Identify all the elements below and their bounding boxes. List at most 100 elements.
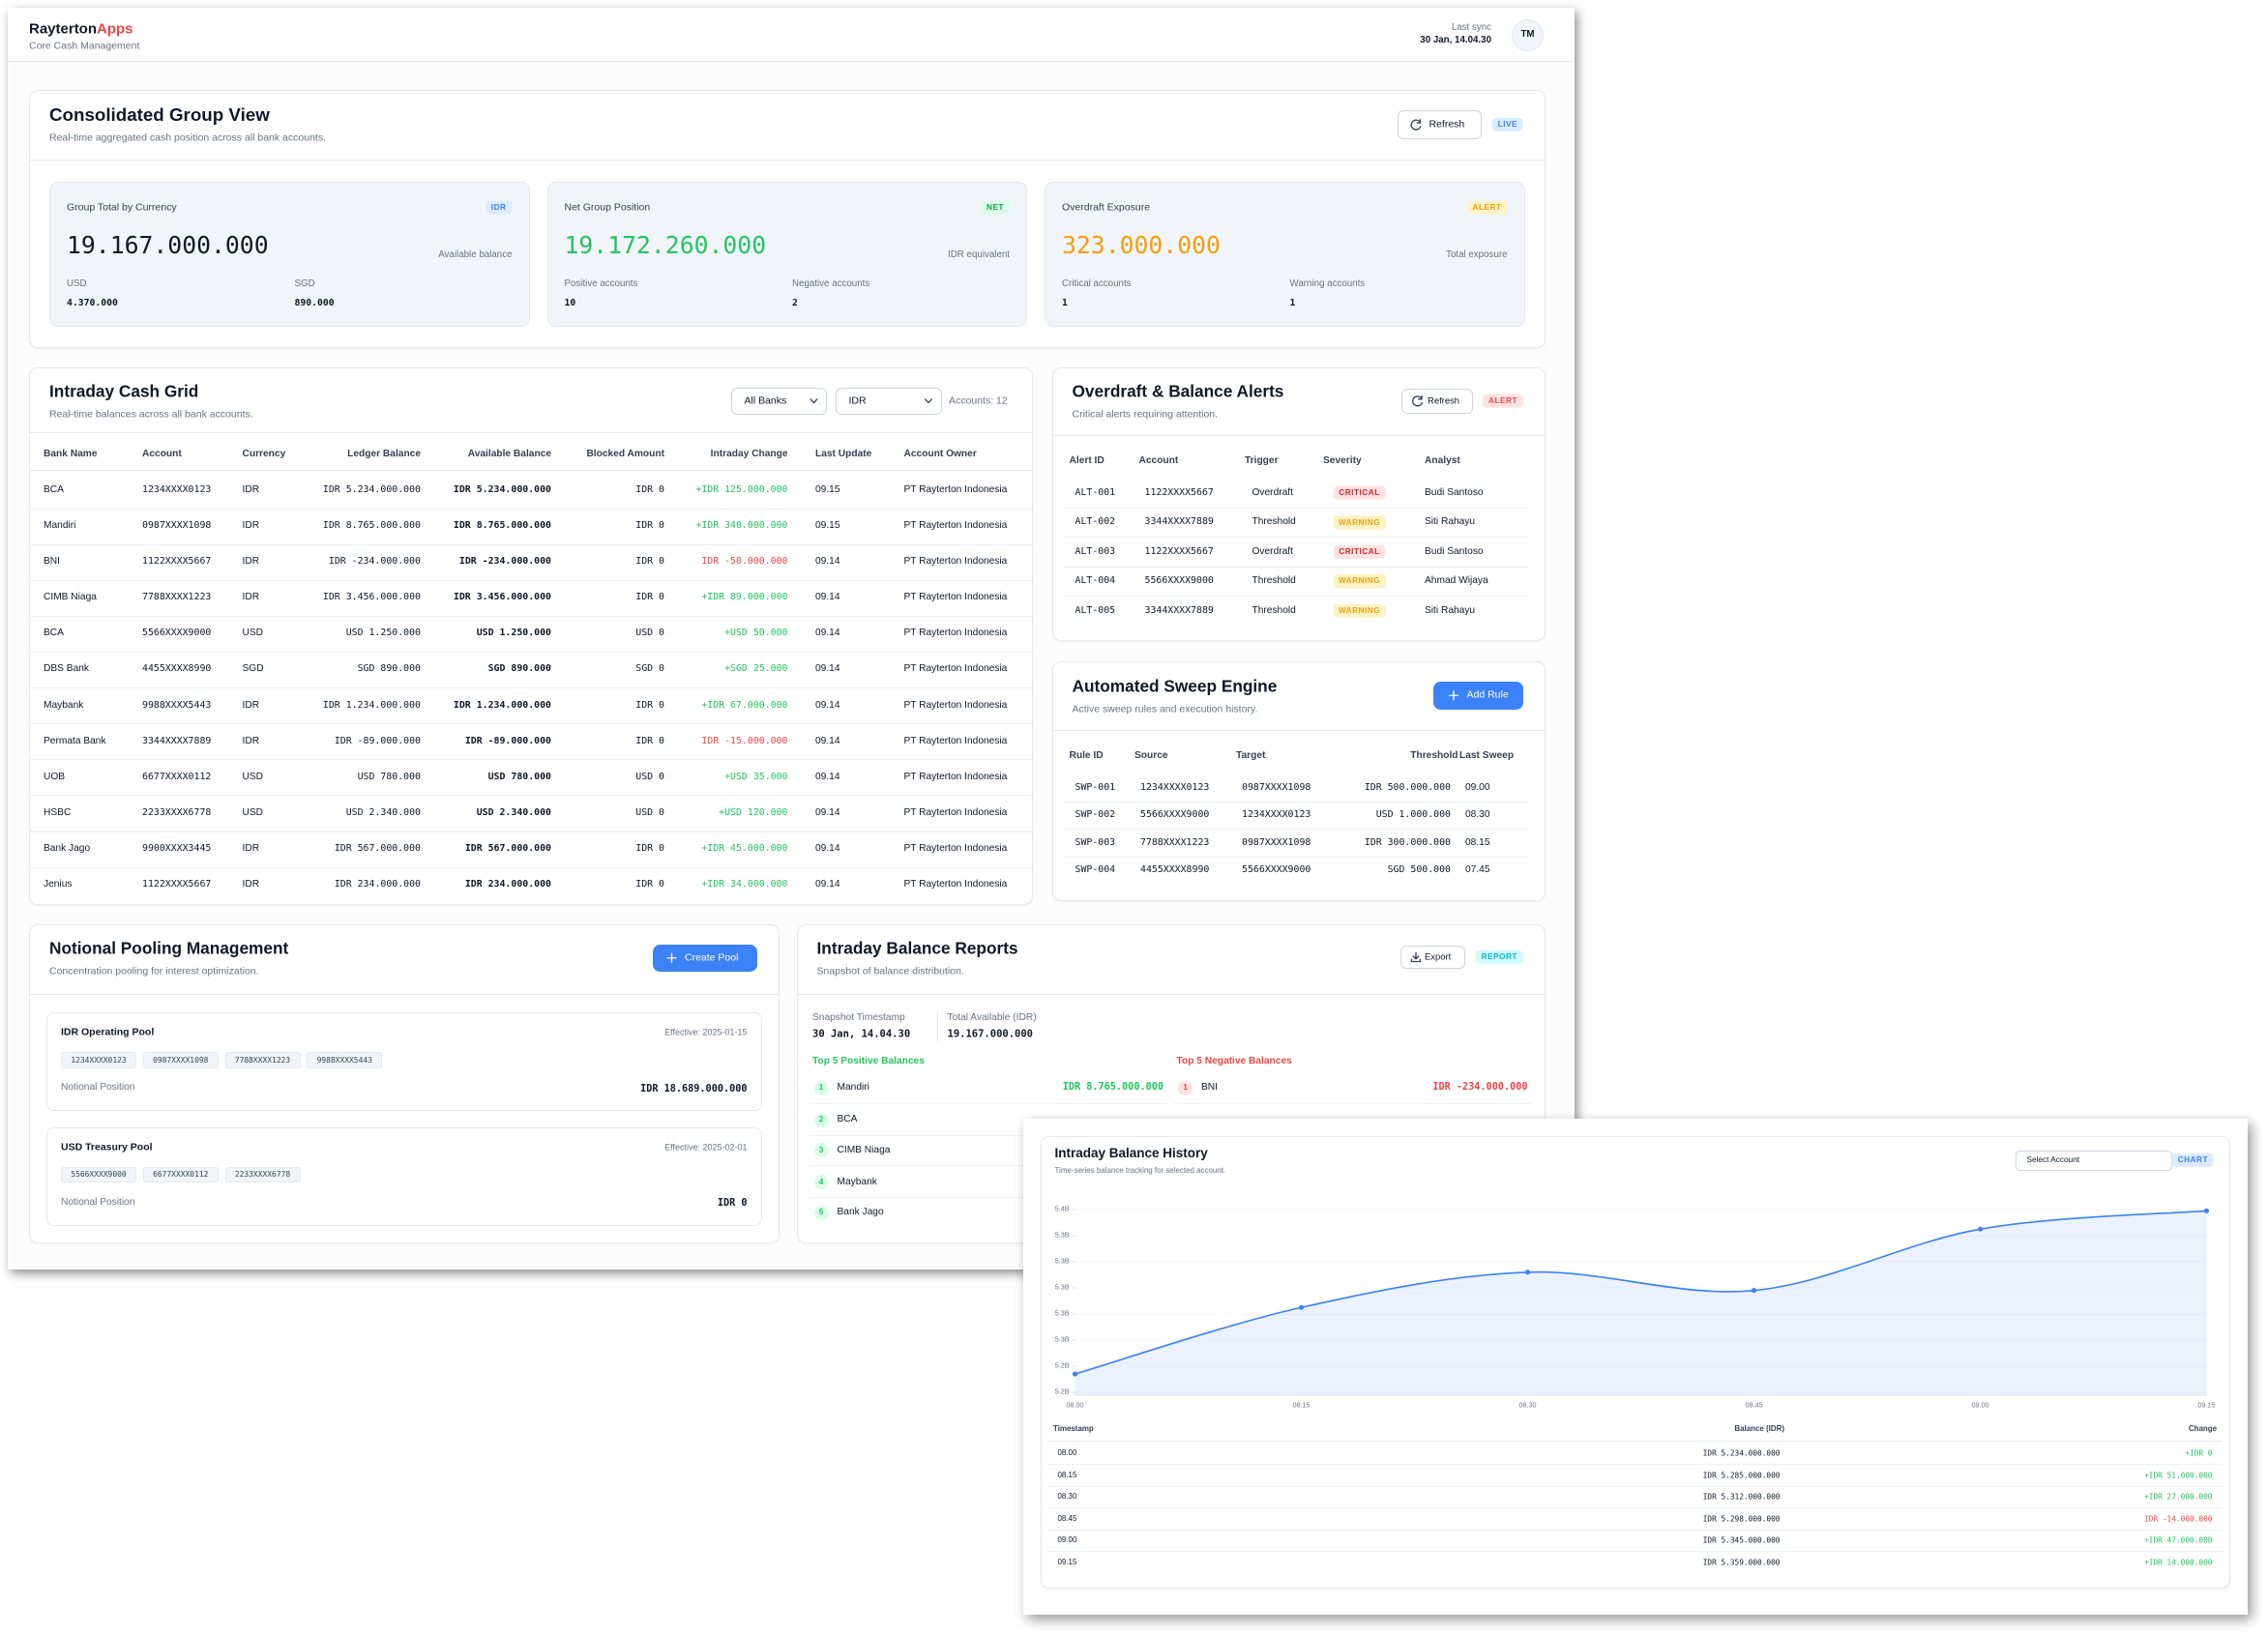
cell: IDR 8.765.000.000	[322, 520, 421, 532]
button-label[interactable]: Add Rule	[1466, 688, 1509, 701]
divider	[1063, 537, 1528, 539]
divider	[810, 1165, 1166, 1167]
cell: 08.15	[1057, 1470, 1077, 1479]
cell: USD 0	[635, 771, 664, 782]
cell: PT Rayterton Indonesia	[903, 556, 1008, 568]
text: IDR -234.000.000	[1432, 1081, 1528, 1093]
cell: Siti Rahayu	[1425, 516, 1476, 528]
stat-card	[49, 181, 530, 327]
divider	[810, 1102, 1166, 1104]
divider	[29, 543, 1033, 545]
text: 1234XXXX0123	[71, 1055, 127, 1065]
cell: ALT-002	[1075, 516, 1116, 528]
cell: 07.45	[1465, 863, 1490, 875]
cell: USD 2.340.000	[476, 806, 551, 818]
text: IDR 0	[717, 1197, 748, 1209]
cell: IDR -89.000.000	[334, 735, 421, 746]
column-header: Intraday Change	[710, 448, 788, 459]
column-header: Ledger Balance	[347, 448, 421, 459]
column-header: Trigger	[1245, 454, 1279, 466]
cell: USD	[242, 771, 264, 782]
cell: USD 1.000.000	[1375, 809, 1451, 821]
text: Group Total by Currency	[67, 201, 177, 214]
y-tick-label: 5.2B	[1054, 1387, 1070, 1396]
divider	[29, 579, 1033, 581]
x-tick-label: 08.30	[1518, 1400, 1537, 1410]
cell: SWP-001	[1075, 781, 1116, 793]
cell: PT Rayterton Indonesia	[903, 771, 1008, 782]
select[interactable]	[2015, 1150, 2172, 1171]
select[interactable]	[836, 387, 942, 415]
divider	[29, 723, 1033, 725]
divider	[29, 615, 1033, 617]
cell: Overdraft	[1252, 545, 1293, 557]
y-tick-label: 5.4B	[1054, 1204, 1070, 1213]
cell: +USD 35.000	[724, 771, 788, 782]
divider	[1051, 435, 1546, 437]
cell: 09.14	[815, 699, 840, 711]
text: Critical alerts requiring attention.	[1072, 408, 1219, 421]
cell: PT Rayterton Indonesia	[903, 628, 1008, 639]
stat-value: 19.172.260.000	[564, 230, 767, 259]
y-tick-label: 5.3B	[1054, 1230, 1070, 1240]
y-tick-label: 5.3B	[1054, 1282, 1070, 1292]
text: Bank Jago	[837, 1206, 884, 1217]
cell: IDR 1.234.000.000	[453, 699, 551, 711]
text: Maybank	[837, 1176, 877, 1187]
stat-card	[1045, 181, 1525, 327]
button-label[interactable]: Refresh	[1429, 118, 1465, 131]
text: 2233XXXX6778	[234, 1170, 291, 1180]
cell: 1122XXXX5667	[1144, 545, 1214, 557]
text: Snapshot Timestamp	[812, 1011, 905, 1023]
select-value[interactable]: All Banks	[744, 394, 787, 407]
button-label[interactable]: Export	[1425, 951, 1452, 963]
avatar[interactable]	[1512, 18, 1544, 51]
cell: 09.14	[815, 806, 840, 818]
cell: Budi Santoso	[1425, 545, 1484, 557]
cell: +SGD 25.000	[724, 663, 788, 675]
cell: 4455XXXX8990	[142, 663, 212, 675]
y-tick-label: 5.3B	[1054, 1256, 1070, 1266]
brand: RaytertonApps	[29, 21, 133, 38]
panel-title: Intraday Balance Reports	[816, 938, 1018, 958]
select-value[interactable]: Select Account	[2026, 1155, 2080, 1165]
cell: PT Rayterton Indonesia	[903, 663, 1008, 675]
cell: +IDR 47.000.000	[2144, 1535, 2213, 1545]
button-label[interactable]: Refresh	[1428, 395, 1460, 407]
text: 2	[818, 1115, 824, 1124]
badge: CHART	[2171, 1153, 2214, 1168]
text: 9988XXXX5443	[316, 1055, 372, 1065]
cell: USD 780.000	[357, 771, 421, 782]
cell: USD	[242, 806, 264, 818]
text: 1	[818, 1083, 824, 1093]
text: Accounts: 12	[949, 394, 1008, 407]
cell: 3344XXXX7889	[1144, 604, 1214, 616]
cell: 5566XXXX9000	[1140, 809, 1210, 821]
divider	[1047, 1507, 2223, 1509]
select-value[interactable]: IDR	[848, 394, 867, 407]
cell: SGD 500.000	[1387, 864, 1451, 876]
cell: 5566XXXX9000	[1144, 575, 1214, 587]
cell: +IDR 67.000.000	[701, 699, 788, 711]
divider	[1063, 856, 1528, 858]
export-button[interactable]	[1399, 946, 1465, 969]
add-rule-button[interactable]	[1433, 682, 1523, 710]
divider	[29, 470, 1033, 472]
cell: CIMB Niaga	[44, 592, 97, 603]
cell: IDR -14.000.000	[2144, 1513, 2213, 1523]
cell: BCA	[44, 483, 64, 495]
divider	[29, 160, 1546, 161]
cell: USD 0	[635, 806, 664, 818]
cell: SWP-003	[1075, 836, 1116, 848]
button-label[interactable]: Create Pool	[685, 951, 739, 964]
divider	[1047, 1440, 2223, 1442]
text: Mandiri	[837, 1081, 869, 1093]
panel	[29, 366, 1033, 905]
column-header: Balance (IDR)	[1734, 1423, 1784, 1433]
divider	[29, 866, 1033, 868]
text: IDR 8.765.000.000	[1062, 1081, 1163, 1093]
rank-circle	[1178, 1080, 1193, 1095]
divider	[1173, 1102, 1531, 1104]
brand-part: Apps	[97, 20, 133, 38]
panel-title: Intraday Cash Grid	[49, 381, 199, 401]
